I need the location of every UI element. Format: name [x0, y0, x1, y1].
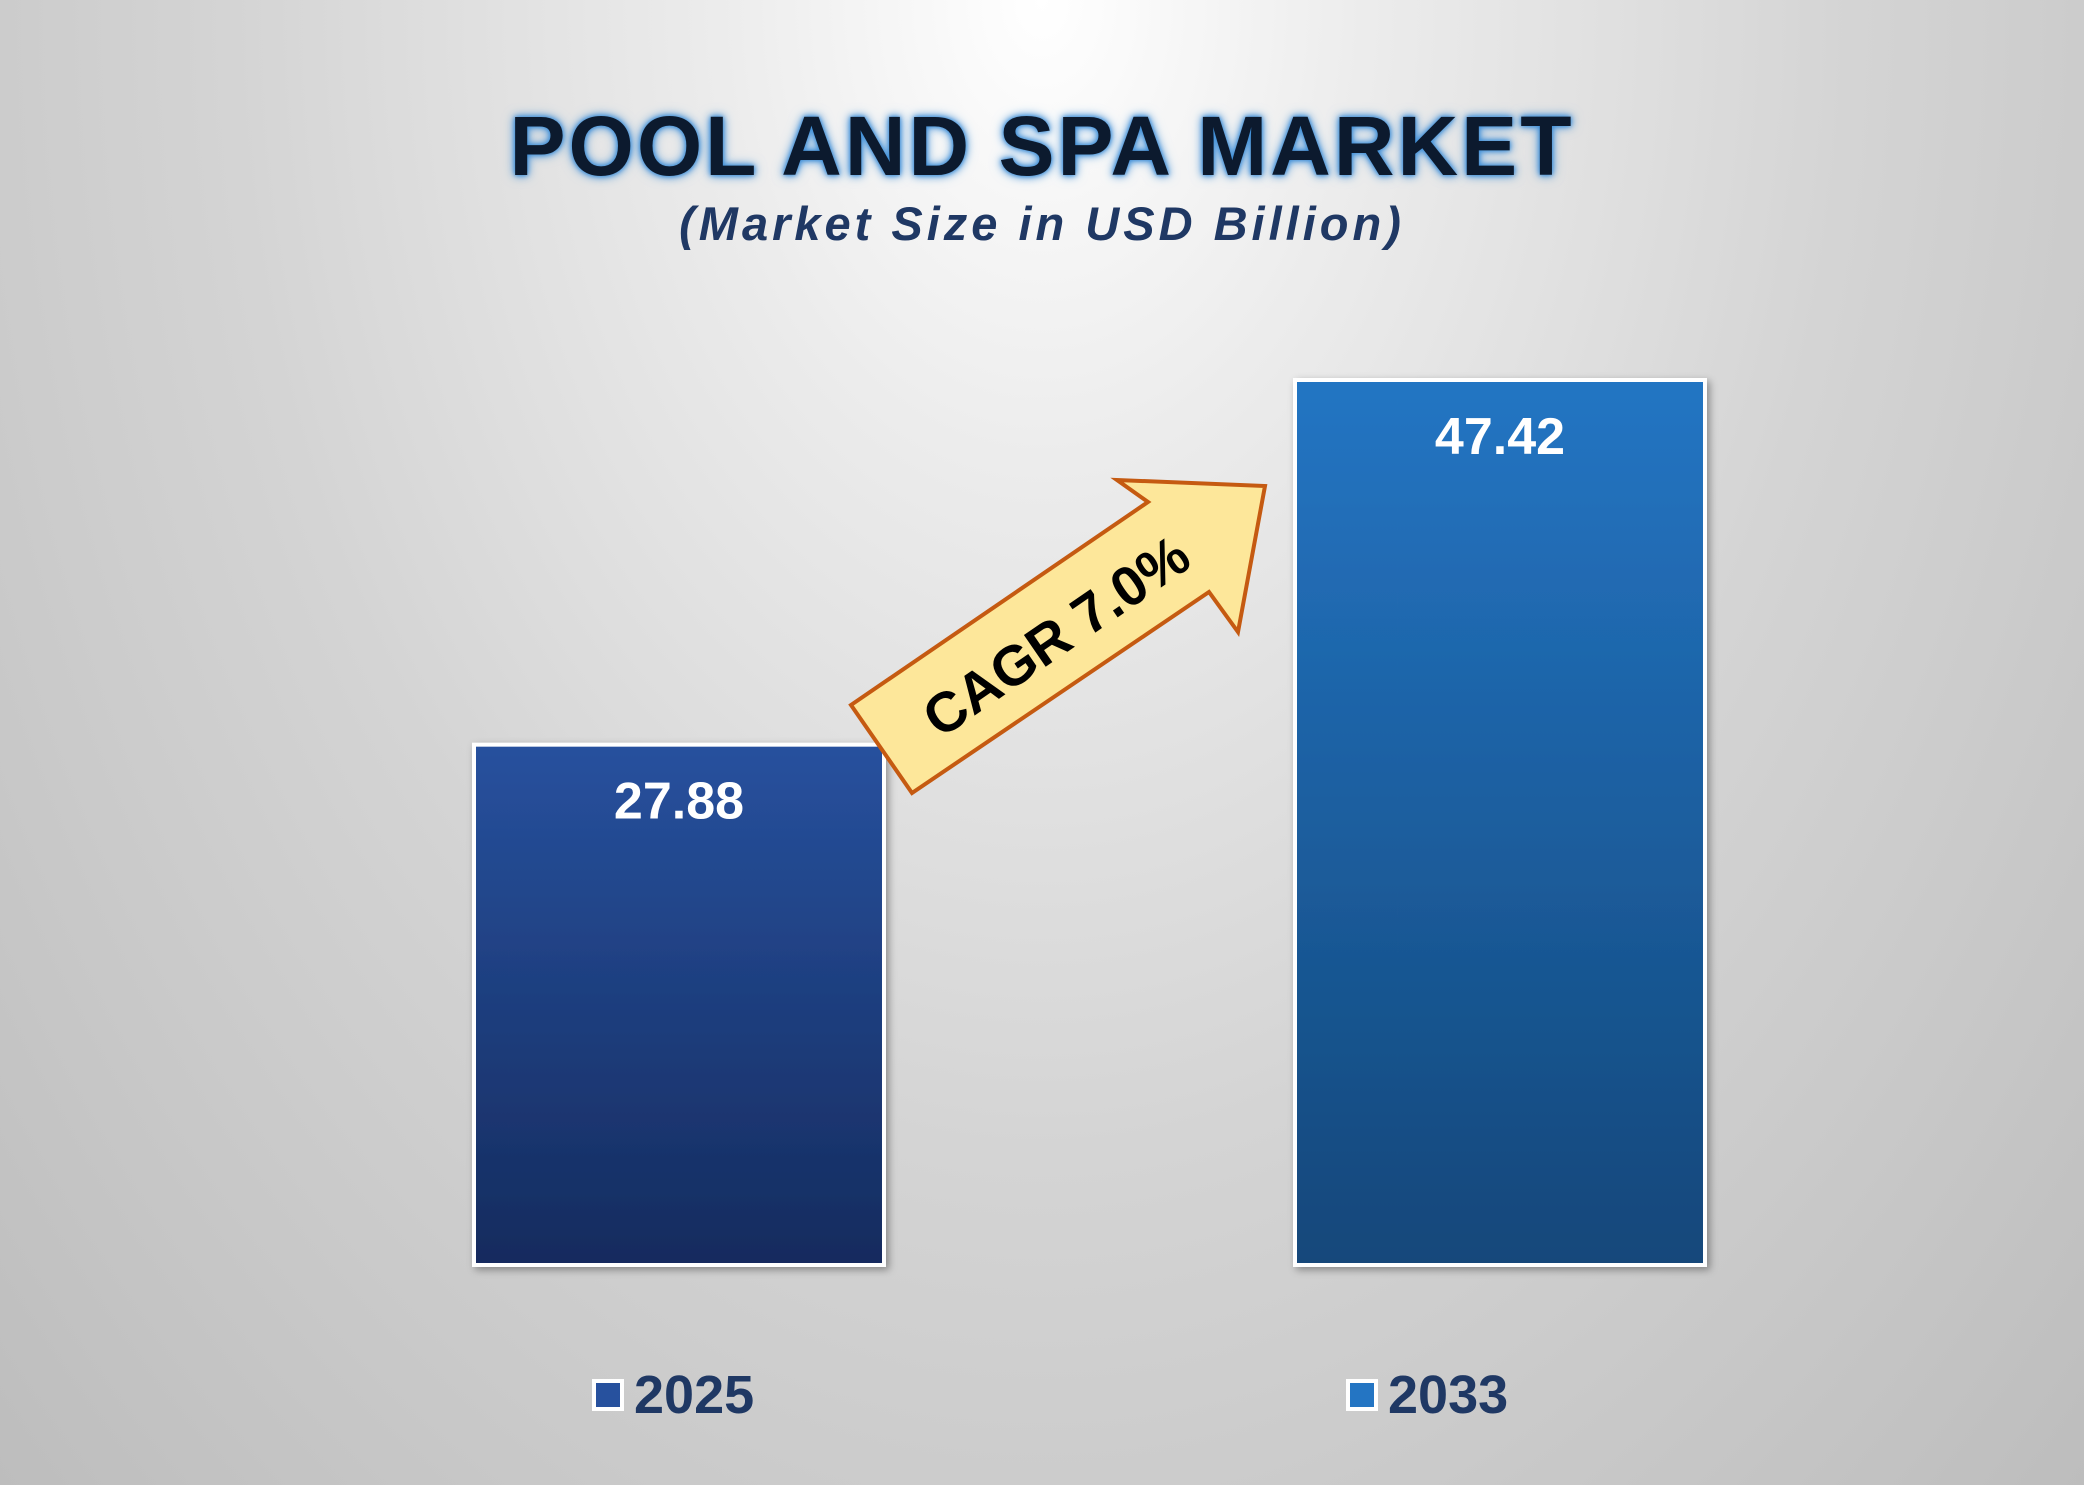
legend-label-2025: 2025 [634, 1365, 755, 1425]
data-label-2033: 47.42 [1435, 408, 1565, 466]
legend-label-2033: 2033 [1388, 1365, 1509, 1425]
legend-item-2025: 2025 [592, 1368, 754, 1422]
legend-swatch-2033 [1346, 1379, 1378, 1411]
cagr-arrow: CAGR 7.0% [848, 477, 1268, 796]
bar-2025 [472, 742, 886, 1267]
data-label-2025: 27.88 [614, 773, 744, 831]
bar-2033 [1293, 378, 1707, 1267]
chart-subtitle: (Market Size in USD Billion) [679, 197, 1405, 250]
legend-item-2033: 2033 [1346, 1368, 1508, 1422]
cagr-arrow-shape [848, 477, 1268, 796]
legend-swatch-2025 [592, 1379, 624, 1411]
chart-title: POOL AND SPA MARKET [509, 99, 1575, 193]
